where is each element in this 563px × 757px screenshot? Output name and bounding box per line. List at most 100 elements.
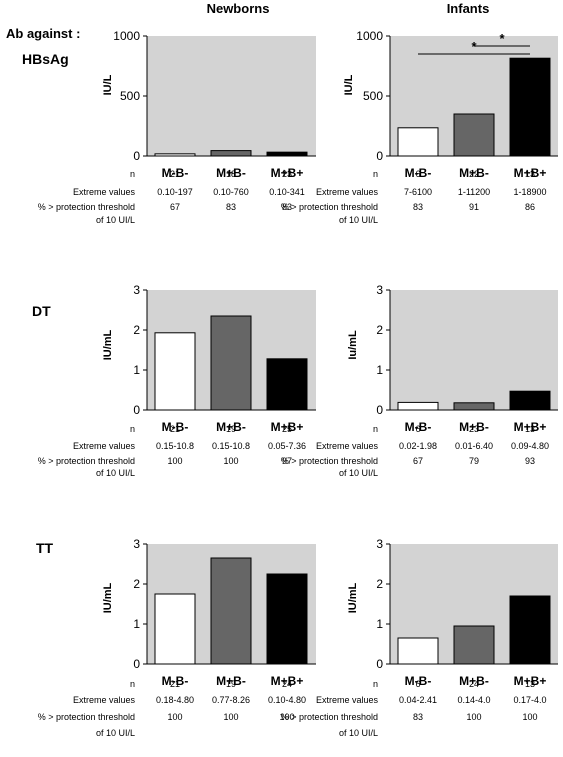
category-label: M-B- — [162, 674, 189, 688]
row-label-extreme: Extreme values — [73, 441, 136, 451]
extreme-value: 1-11200 — [458, 187, 490, 197]
chart-hbsag-infants: 0 500 1000 IU/L M-B-6 7-6100 83 M+B-22 1-11200 91… — [281, 29, 558, 225]
row-label-threshold: % > protection threshold — [38, 456, 135, 466]
y-tick-label: 0 — [133, 657, 140, 671]
protection-pct-value: 83 — [226, 202, 236, 212]
y-tick-label: 1 — [133, 363, 140, 377]
n-value: 6 — [415, 424, 420, 434]
significance-star: * — [499, 31, 505, 46]
bar-mpbp — [266, 151, 308, 157]
y-tick-label: 1000 — [113, 29, 140, 43]
antigen-label-tt: TT — [36, 540, 54, 556]
extreme-value: 0.15-10.8 — [212, 441, 250, 451]
bar-mpbp — [509, 57, 551, 157]
row-label-extreme: Extreme values — [73, 695, 136, 705]
row-label-threshold: % > protection threshold — [281, 456, 378, 466]
bar-mpbp — [266, 573, 308, 665]
y-tick-label: 2 — [133, 323, 140, 337]
bar-mpbp — [509, 595, 551, 665]
n-value: 25 — [282, 424, 292, 434]
extreme-value: 7-6100 — [404, 187, 432, 197]
y-tick-label: 0 — [133, 403, 140, 417]
n-value: 19 — [226, 679, 236, 689]
extreme-value: 0.10-197 — [157, 187, 193, 197]
chart-panels: 05001000IU/LM-B-210.10-19767M+B-180.10-7… — [38, 29, 558, 738]
bar-mpbm — [453, 113, 495, 157]
row-label-n: n — [130, 169, 135, 179]
extreme-value: 0.18-4.80 — [156, 695, 194, 705]
row-label-n: n — [130, 679, 135, 689]
category-label: M+B+ — [271, 166, 304, 180]
category-label: M+B- — [459, 420, 489, 434]
n-value: 21 — [170, 679, 180, 689]
n-value: 23 — [469, 424, 479, 434]
bar-mmbm — [397, 637, 439, 665]
column-header-newborns: Newborns — [207, 1, 270, 16]
plot-area — [390, 290, 558, 410]
extreme-value: 0.14-4.0 — [457, 695, 490, 705]
protection-pct-value: 100 — [223, 712, 238, 722]
extreme-value: 0.10-341 — [269, 187, 305, 197]
plot-area — [147, 36, 316, 156]
bar-mpbp — [509, 390, 551, 411]
y-tick-label: 3 — [376, 283, 383, 297]
row-label-threshold: % > protection threshold — [38, 712, 135, 722]
category-label: M+B+ — [271, 420, 304, 434]
protection-pct-value: 100 — [167, 712, 182, 722]
y-tick-label: 2 — [376, 323, 383, 337]
category-label: M-B- — [405, 166, 432, 180]
protection-pct-value: 86 — [525, 202, 535, 212]
category-label: M-B- — [162, 420, 189, 434]
category-label: M+B- — [459, 166, 489, 180]
n-value: 13 — [525, 424, 535, 434]
y-tick-label: 3 — [133, 283, 140, 297]
category-label: M+B- — [216, 674, 246, 688]
extreme-value: 0.77-8.26 — [212, 695, 250, 705]
category-label: M+B+ — [514, 674, 547, 688]
n-value: 6 — [415, 169, 420, 179]
y-tick-label: 1 — [376, 617, 383, 631]
n-value: 21 — [170, 169, 180, 179]
extreme-value: 0.17-4.0 — [513, 695, 546, 705]
y-tick-label: 1 — [376, 363, 383, 377]
bar-mmbm — [154, 593, 196, 665]
row-label-threshold-unit: of 10 UI/L — [96, 468, 135, 478]
y-axis-label: IU/mL — [347, 582, 359, 613]
y-tick-label: 0 — [133, 149, 140, 163]
row-label-threshold: % > protection threshold — [281, 712, 378, 722]
y-tick-label: 2 — [133, 577, 140, 591]
y-tick-label: 500 — [120, 89, 140, 103]
row-label-threshold-unit: of 10 UI/L — [96, 728, 135, 738]
extreme-value: 0.05-7.36 — [268, 441, 306, 451]
n-value: 23 — [282, 169, 292, 179]
y-tick-label: 0 — [376, 657, 383, 671]
n-value: 13 — [525, 169, 535, 179]
y-tick-label: 500 — [363, 89, 383, 103]
category-label: M-B- — [405, 674, 432, 688]
y-axis-label: IU/mL — [102, 582, 114, 613]
category-label: M+B- — [459, 674, 489, 688]
y-tick-label: 3 — [133, 537, 140, 551]
bar-mmbm — [154, 153, 196, 157]
extreme-value: 0.04-2.41 — [399, 695, 437, 705]
y-tick-label: 1 — [133, 617, 140, 631]
category-label: M+B+ — [271, 674, 304, 688]
bar-mpbp — [266, 358, 308, 411]
row-label-n: n — [130, 424, 135, 434]
protection-pct-value: 83 — [413, 202, 423, 212]
protection-pct-value: 100 — [167, 456, 182, 466]
y-axis-label: IU/L — [343, 74, 355, 95]
antigen-label-dt: DT — [32, 303, 51, 319]
protection-pct-value: 67 — [413, 456, 423, 466]
category-label: M-B- — [405, 420, 432, 434]
extreme-value: 1-18900 — [513, 187, 546, 197]
bar-mpbm — [453, 625, 495, 665]
protection-pct-value: 100 — [223, 456, 238, 466]
bar-mmbm — [397, 127, 439, 157]
n-value: 18 — [226, 169, 236, 179]
chart-dt-newborns: 0 1 2 3 IU/mL M-B-21 0.15-10.8 100 M+B-19 0.15-10… — [38, 283, 316, 478]
category-label: M+B+ — [514, 420, 547, 434]
n-value: 19 — [226, 424, 236, 434]
row-label-threshold-unit: of 10 UI/L — [339, 215, 378, 225]
bar-mmbm — [154, 332, 196, 411]
